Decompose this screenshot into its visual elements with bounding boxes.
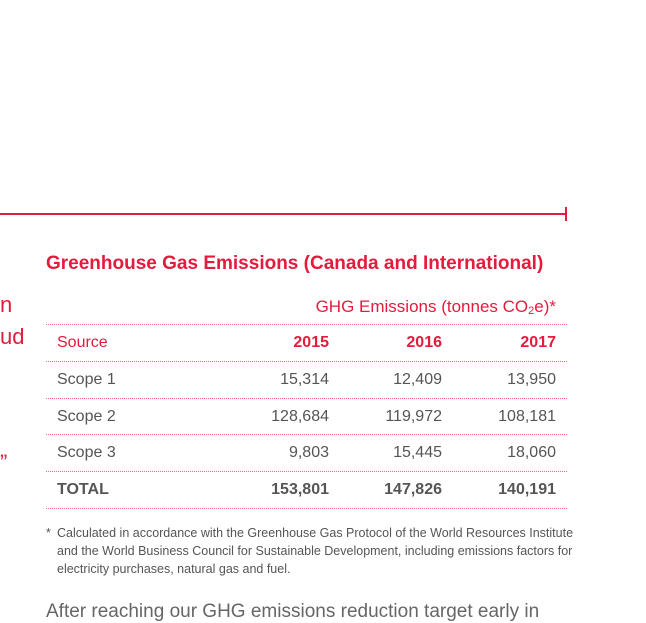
- row-value: 15,314: [280, 370, 329, 388]
- units-label: GHG Emissions (tonnes CO2e)*: [316, 297, 556, 317]
- table-total-row: TOTAL 153,801 147,826 140,191: [46, 471, 567, 508]
- total-label: TOTAL: [57, 481, 109, 499]
- row-value: 15,445: [393, 444, 442, 462]
- footnote: * Calculated in accordance with the Gree…: [46, 524, 576, 578]
- row-value: 9,803: [288, 444, 329, 462]
- header-year: 2015: [293, 334, 329, 351]
- footnote-marker: *: [46, 526, 51, 540]
- row-source: Scope 2: [57, 407, 116, 425]
- units-label-prefix: GHG Emissions (tonnes CO: [315, 297, 529, 316]
- body-text-fragment: After reaching our GHG emissions reducti…: [46, 601, 540, 622]
- table-header-row: Source 2015 2016 2017: [46, 324, 567, 361]
- units-label-suffix: e)*: [534, 297, 556, 316]
- section-rule-end-cap: [565, 207, 567, 221]
- header-source: Source: [57, 334, 108, 351]
- row-value: 108,181: [498, 407, 556, 425]
- units-label-subscript: 2: [528, 305, 535, 317]
- table-bottom-rule: [46, 507, 567, 509]
- table-row: Scope 2 128,684 119,972 108,181: [46, 397, 567, 435]
- total-value: 147,826: [384, 481, 442, 499]
- footnote-text: Calculated in accordance with the Greenh…: [57, 526, 574, 576]
- table-row: Scope 3 9,803 15,445 18,060: [46, 434, 567, 471]
- left-column-text-fragment: n: [0, 292, 13, 317]
- left-column-text-fragment: ”: [0, 450, 8, 475]
- row-source: Scope 3: [57, 444, 116, 462]
- emissions-table: Source 2015 2016 2017 Scope 1 15,314 12,…: [46, 324, 567, 509]
- row-value: 12,409: [393, 370, 442, 388]
- row-value: 119,972: [385, 407, 442, 425]
- table-title: Greenhouse Gas Emissions (Canada and Int…: [46, 253, 544, 274]
- header-year: 2017: [520, 334, 556, 351]
- total-value: 153,801: [271, 481, 329, 499]
- row-value: 18,060: [507, 444, 556, 462]
- total-value: 140,191: [498, 481, 556, 499]
- header-year: 2016: [406, 334, 442, 351]
- row-source: Scope 1: [57, 370, 116, 388]
- section-rule: [0, 213, 566, 215]
- row-value: 128,684: [271, 407, 329, 425]
- row-value: 13,950: [507, 370, 556, 388]
- left-column-text-fragment: ud: [0, 324, 25, 349]
- table-row: Scope 1 15,314 12,409 13,950: [46, 360, 567, 398]
